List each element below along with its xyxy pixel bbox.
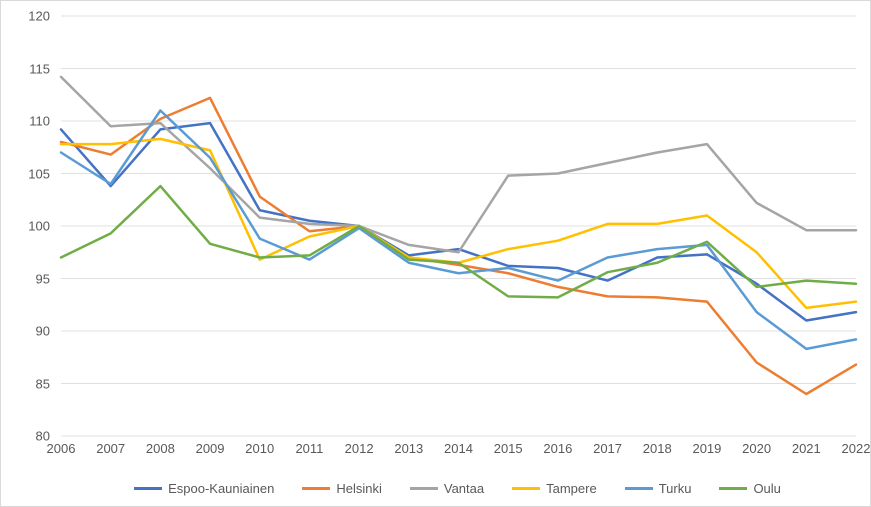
legend-swatch (512, 487, 540, 490)
legend-swatch (719, 487, 747, 490)
y-tick-label: 90 (10, 324, 50, 339)
y-tick-label: 100 (10, 219, 50, 234)
legend-item-helsinki: Helsinki (302, 481, 382, 496)
x-tick-label: 2017 (593, 441, 622, 456)
x-tick-label: 2013 (394, 441, 423, 456)
x-tick-label: 2007 (96, 441, 125, 456)
legend-swatch (134, 487, 162, 490)
x-tick-label: 2010 (245, 441, 274, 456)
legend-label: Helsinki (336, 481, 382, 496)
legend-swatch (625, 487, 653, 490)
y-tick-label: 95 (10, 271, 50, 286)
legend-label: Turku (659, 481, 692, 496)
x-tick-label: 2018 (643, 441, 672, 456)
legend-label: Tampere (546, 481, 597, 496)
x-tick-label: 2020 (742, 441, 771, 456)
legend-item-oulu: Oulu (719, 481, 780, 496)
x-tick-label: 2019 (692, 441, 721, 456)
plot-svg (61, 16, 856, 436)
legend-label: Espoo-Kauniainen (168, 481, 274, 496)
series-espoo-kauniainen (61, 123, 856, 320)
x-tick-label: 2009 (196, 441, 225, 456)
y-tick-label: 110 (10, 114, 50, 129)
y-tick-label: 115 (10, 61, 50, 76)
y-tick-label: 120 (10, 9, 50, 24)
plot-area (61, 16, 856, 436)
x-tick-label: 2006 (47, 441, 76, 456)
x-tick-label: 2012 (345, 441, 374, 456)
legend-label: Vantaa (444, 481, 484, 496)
y-tick-label: 80 (10, 429, 50, 444)
legend-label: Oulu (753, 481, 780, 496)
series-oulu (61, 186, 856, 297)
gridlines (61, 16, 856, 436)
y-tick-label: 105 (10, 166, 50, 181)
x-tick-label: 2008 (146, 441, 175, 456)
chart-container: 80 85 90 95 100 105 110 115 120 2006 2007 2008 2009… (0, 0, 871, 507)
legend-item-turku: Turku (625, 481, 692, 496)
x-tick-label: 2016 (543, 441, 572, 456)
series-tampere (61, 139, 856, 308)
x-tick-label: 2015 (494, 441, 523, 456)
series-lines (61, 77, 856, 394)
series-turku (61, 111, 856, 349)
x-tick-label: 2021 (792, 441, 821, 456)
legend-item-tampere: Tampere (512, 481, 597, 496)
legend-swatch (302, 487, 330, 490)
legend-item-espoo-kauniainen: Espoo-Kauniainen (134, 481, 274, 496)
x-tick-label: 2011 (295, 441, 323, 456)
legend: Espoo-Kauniainen Helsinki Vantaa Tampere Tur… (61, 481, 854, 496)
legend-item-vantaa: Vantaa (410, 481, 484, 496)
legend-swatch (410, 487, 438, 490)
x-tick-label: 2022 (842, 441, 871, 456)
y-tick-label: 85 (10, 376, 50, 391)
x-tick-label: 2014 (444, 441, 473, 456)
